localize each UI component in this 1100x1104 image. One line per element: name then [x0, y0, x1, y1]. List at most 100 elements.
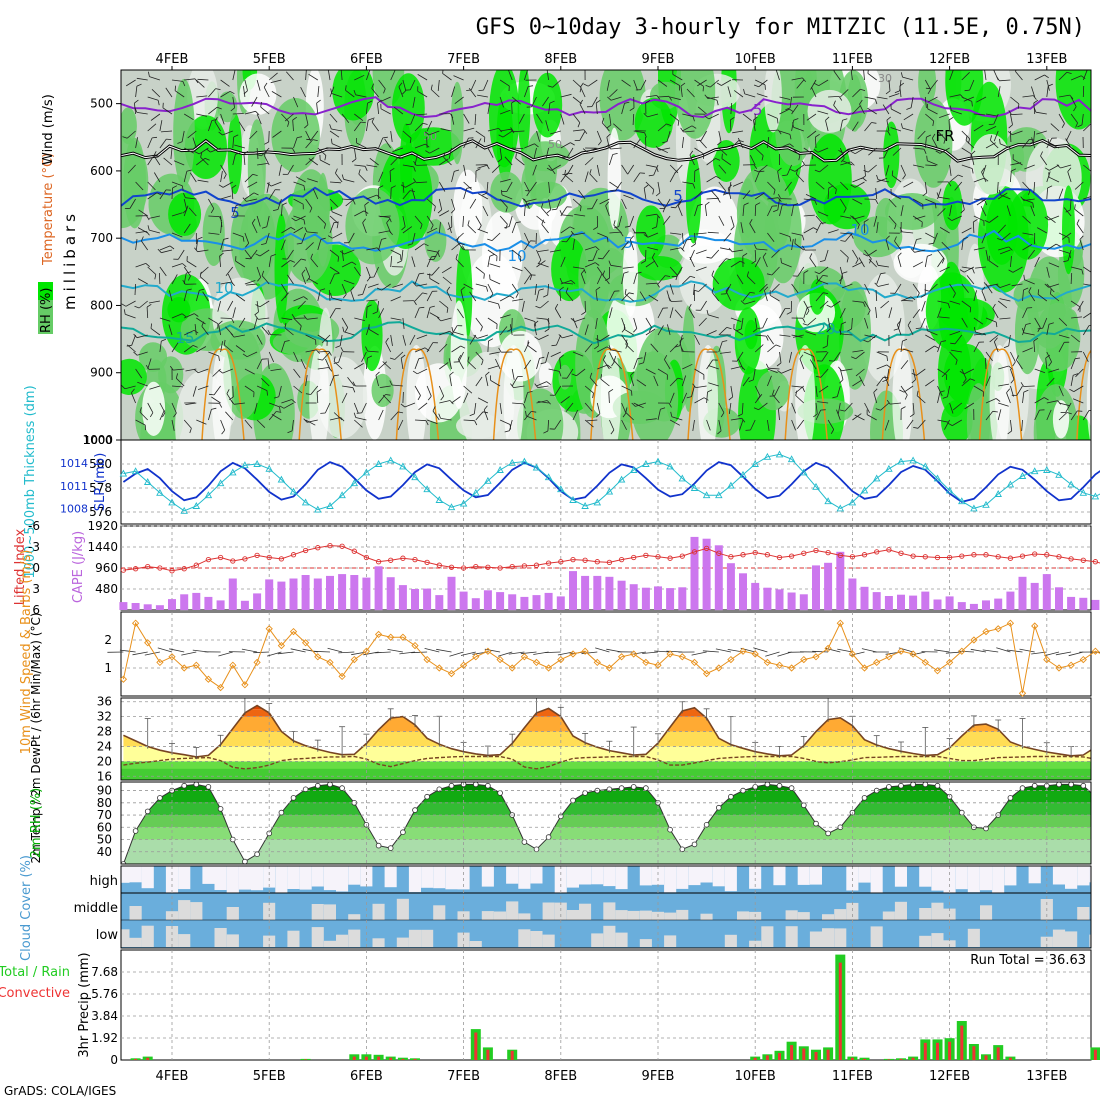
cape-bar: [241, 601, 249, 610]
cloud-clear-cell: [348, 930, 360, 947]
cape-bar: [1067, 597, 1075, 610]
cape-bar: [423, 589, 431, 610]
rh-point: [425, 794, 430, 799]
y-tick-label: 700: [90, 231, 113, 245]
date-label-top: 12FEB: [929, 52, 970, 67]
cape-bar: [727, 563, 735, 610]
cloud-clear-cell: [822, 914, 834, 920]
rh-cell: [119, 107, 137, 144]
wind-barb: [172, 188, 173, 199]
rh-point: [340, 786, 345, 791]
contour-label: FR: [935, 127, 954, 145]
date-label-bottom: 5FEB: [253, 1069, 286, 1084]
rh-cell: [167, 297, 190, 322]
cloud-clear-cell: [470, 941, 482, 947]
rh-point: [498, 791, 503, 796]
date-label-bottom: 6FEB: [350, 1069, 383, 1084]
cloud-clear-cell: [664, 913, 676, 920]
cloud-clear-cell: [555, 903, 567, 920]
rh-point: [814, 821, 819, 826]
cape-bar: [1043, 574, 1051, 610]
rh-point: [303, 787, 308, 792]
rh-cell: [158, 356, 183, 393]
rh-cell: [316, 173, 329, 267]
rh-cell: [332, 62, 374, 120]
wind-barb-10m: [1044, 652, 1059, 656]
cape-tick-label: 480: [95, 582, 118, 596]
temp-color-band: [121, 732, 1091, 747]
cloud-clear-cell: [530, 866, 542, 884]
cape-bar: [375, 566, 383, 610]
rh-point: [328, 782, 333, 787]
cloud-clear-cell: [992, 866, 1004, 893]
wind-barb-10m: [692, 652, 707, 655]
cape-bar: [132, 603, 140, 610]
cape-bar: [654, 586, 662, 610]
contour-label: 20: [816, 320, 835, 338]
cloud-clear-cell: [725, 866, 737, 891]
wind-barb: [221, 318, 232, 319]
precip-conv-bar: [778, 1053, 781, 1060]
cloud-clear-cell: [130, 906, 142, 920]
cape-ylabel: CAPE (J/kg): [71, 531, 86, 603]
cloud-clear-cell: [822, 928, 834, 947]
precip-conv-bar: [912, 1058, 915, 1060]
precip-conv-bar: [414, 1059, 417, 1060]
date-label-top: 7FEB: [447, 52, 480, 67]
rh-point: [1008, 796, 1013, 801]
rh-tick-label: 70: [97, 808, 112, 822]
y-tick-label: 600: [90, 164, 113, 178]
cloud-clear-cell: [482, 911, 494, 920]
cape-bar: [399, 585, 407, 610]
cape-bar: [265, 579, 273, 610]
dry-column: [601, 345, 621, 455]
precip-conv-bar: [802, 1049, 805, 1061]
cloud-clear-cell: [506, 866, 518, 884]
rh-cell: [757, 371, 790, 411]
cloud-clear-cell: [348, 866, 360, 885]
cape-bar: [848, 579, 856, 611]
cape-bar: [946, 596, 954, 610]
wind-barb-10m: [765, 652, 779, 656]
temp-area: [121, 698, 1091, 761]
wind-barb-flag: [722, 154, 723, 159]
temp-tick-label: 28: [97, 725, 112, 739]
wind-barb-10m: [181, 652, 196, 655]
cloud-row-label: low: [96, 928, 119, 943]
cloud-clear-cell: [579, 866, 591, 885]
cape-tick-label: 960: [95, 561, 118, 575]
cape-tick-label: 1920: [87, 519, 118, 533]
precip-conv-bar: [1009, 1058, 1012, 1060]
cloud-clear-cell: [336, 866, 348, 892]
cape-bar: [897, 595, 905, 610]
cloud-clear-cell: [640, 866, 652, 885]
cape-bar: [204, 597, 212, 610]
cloud-clear-cell: [773, 866, 785, 885]
rh-tick-label: 50: [97, 833, 112, 847]
date-label-bottom: 9FEB: [642, 1069, 675, 1084]
cloud-clear-cell: [251, 866, 263, 890]
precip-conv-bar: [1094, 1050, 1097, 1060]
cape-bar: [1079, 598, 1087, 610]
date-label-bottom: 4FEB: [156, 1069, 189, 1084]
precip-conv-bar: [815, 1052, 818, 1060]
cloud-clear-cell: [263, 903, 275, 920]
cloud-clear-cell: [312, 866, 324, 887]
wind-barb: [391, 188, 392, 199]
wind-barb-flag: [814, 357, 815, 362]
date-label-bottom: 12FEB: [929, 1069, 970, 1084]
cape-bar: [824, 563, 832, 610]
cloud-clear-cell: [883, 912, 895, 921]
date-label-top: 6FEB: [350, 52, 383, 67]
cloud-clear-cell: [603, 902, 615, 920]
cloud-clear-cell: [543, 903, 555, 921]
cloud-clear-cell: [761, 926, 773, 947]
cloud-clear-cell: [178, 900, 190, 920]
rh-point: [607, 787, 612, 792]
cloud-clear-cell: [385, 866, 397, 887]
date-label-bottom: 13FEB: [1026, 1069, 1067, 1084]
cape-bar: [229, 579, 237, 611]
